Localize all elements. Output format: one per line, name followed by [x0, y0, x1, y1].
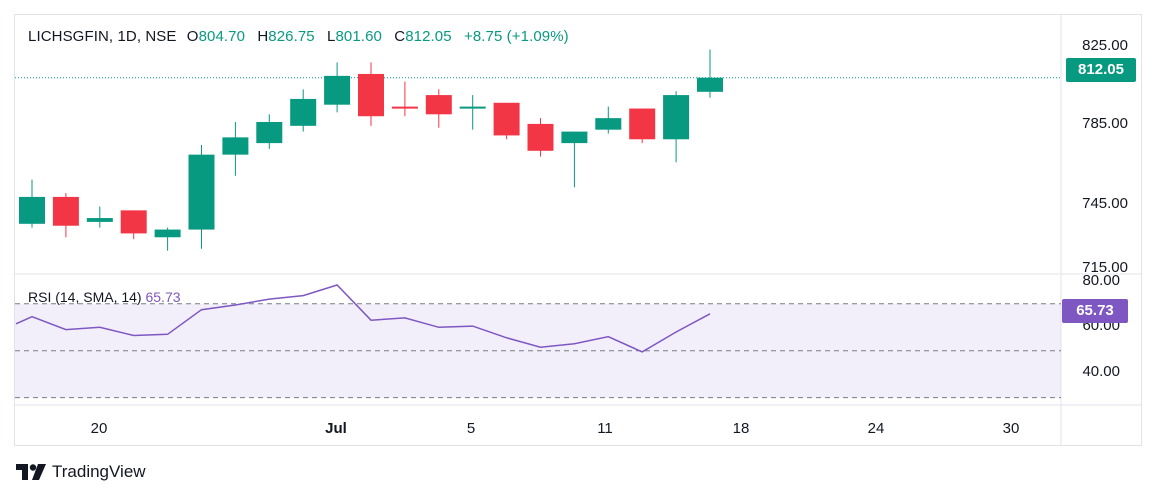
- rsi-value: 65.73: [145, 289, 181, 305]
- close-label: C: [394, 28, 406, 45]
- candle-body-up: [595, 118, 622, 130]
- candles-group: [19, 49, 723, 251]
- high-label: H: [257, 28, 269, 45]
- candle-body-down: [52, 196, 79, 226]
- low-label: L: [327, 28, 336, 45]
- candle-body-up: [256, 121, 283, 144]
- candle-body-down: [527, 123, 554, 151]
- rsi-value-tag: 65.73: [1062, 299, 1128, 323]
- last-price-tag: 812.05: [1066, 58, 1136, 82]
- rsi-axis-label-80: 80.00: [1082, 272, 1120, 289]
- candle-body-up: [290, 98, 317, 126]
- rsi-legend: RSI (14, SMA, 14) 65.73: [28, 289, 181, 305]
- price-axis-label-745: 745.00: [1082, 195, 1128, 212]
- chart-frame: [14, 14, 1142, 446]
- close-value: 812.05: [405, 28, 452, 45]
- open-label: O: [186, 28, 199, 45]
- brand-name: TradingView: [52, 462, 146, 481]
- candle-body-down: [120, 210, 147, 234]
- tradingview-brand[interactable]: TradingView: [16, 462, 146, 482]
- candle-body-down: [425, 95, 452, 115]
- candle-body-up: [561, 131, 588, 144]
- candle-body-down: [358, 73, 384, 117]
- candle-body-down: [493, 102, 520, 136]
- time-axis-label-18: 18: [733, 420, 750, 437]
- price-axis-label-785: 785.00: [1082, 115, 1128, 132]
- rsi-axis-label-40: 40.00: [1082, 363, 1120, 380]
- price-axis-label-825: 825.00: [1082, 37, 1128, 54]
- candle-body-up: [663, 95, 690, 140]
- tradingview-logo-icon: [16, 464, 46, 480]
- candle-body-up: [188, 154, 215, 230]
- candle-body-up: [222, 137, 249, 155]
- price-axis-label-715: 715.00: [1082, 259, 1128, 276]
- candle-body-up: [324, 75, 351, 105]
- candle-body-up: [86, 218, 113, 222]
- candle-body-up: [459, 106, 486, 109]
- time-axis-label-jul: Jul: [325, 420, 347, 437]
- candle-body-down: [629, 108, 656, 140]
- ohlc-legend: LICHSGFIN, 1D, NSE O804.70 H826.75 L801.…: [28, 28, 577, 45]
- time-axis-label-20: 20: [91, 420, 108, 437]
- high-value: 826.75: [268, 28, 315, 45]
- candle-body-down: [391, 106, 418, 109]
- rsi-line: [15, 284, 711, 353]
- candle-body-up: [697, 77, 723, 92]
- symbol-title: LICHSGFIN, 1D, NSE: [28, 28, 177, 45]
- time-axis-label-5: 5: [467, 420, 475, 437]
- open-value: 804.70: [198, 28, 246, 45]
- time-axis-label-24: 24: [868, 420, 885, 437]
- candle-body-up: [19, 196, 45, 224]
- time-axis-label-11: 11: [597, 420, 613, 437]
- time-axis-label-30: 30: [1003, 420, 1020, 437]
- low-value: 801.60: [335, 28, 382, 45]
- candle-body-up: [154, 229, 181, 238]
- change-value: +8.75 (+1.09%): [463, 28, 569, 45]
- rsi-label: RSI (14, SMA, 14): [28, 289, 142, 305]
